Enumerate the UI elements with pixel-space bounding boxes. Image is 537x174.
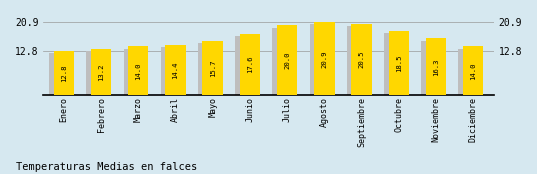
Bar [202, 41, 223, 95]
Text: 16.3: 16.3 [433, 58, 439, 76]
Text: 13.2: 13.2 [98, 64, 104, 81]
Bar [272, 27, 293, 95]
Bar [165, 45, 186, 95]
Bar [198, 43, 219, 95]
Text: 18.5: 18.5 [396, 54, 402, 72]
Text: 17.6: 17.6 [247, 56, 253, 73]
Bar [314, 22, 335, 95]
Bar [86, 51, 107, 95]
Bar [91, 49, 111, 95]
Text: 20.5: 20.5 [359, 51, 365, 68]
Text: 15.7: 15.7 [209, 59, 216, 77]
Bar [384, 33, 404, 95]
Bar [235, 36, 256, 95]
Text: 12.8: 12.8 [61, 64, 67, 82]
Text: 20.0: 20.0 [284, 52, 290, 69]
Bar [426, 38, 446, 95]
Bar [421, 41, 442, 95]
Bar [347, 26, 367, 95]
Bar [128, 46, 149, 95]
Bar [124, 49, 144, 95]
Bar [277, 25, 297, 95]
Bar [54, 51, 74, 95]
Text: 14.4: 14.4 [172, 61, 178, 79]
Text: 20.9: 20.9 [321, 50, 328, 68]
Text: Temperaturas Medias en falces: Temperaturas Medias en falces [16, 162, 198, 172]
Bar [240, 34, 260, 95]
Bar [463, 46, 483, 95]
Bar [459, 49, 479, 95]
Bar [310, 24, 330, 95]
Text: 14.0: 14.0 [470, 62, 476, 80]
Text: 14.0: 14.0 [135, 62, 141, 80]
Bar [351, 24, 372, 95]
Bar [49, 53, 70, 95]
Bar [388, 31, 409, 95]
Bar [161, 47, 181, 95]
